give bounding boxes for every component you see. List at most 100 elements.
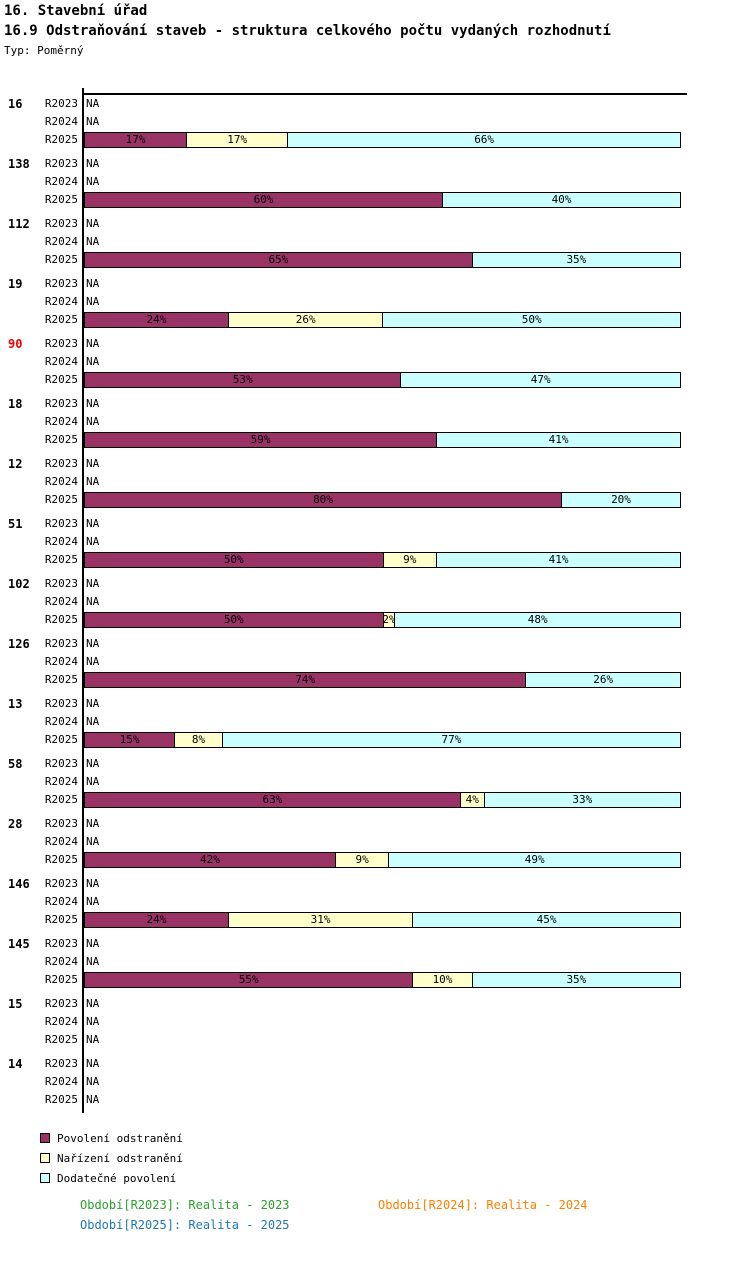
chart-row-r2024: R2024 NA [0, 773, 750, 791]
na-value: NA [86, 517, 100, 530]
chart-row-r2023: R2023 NA [0, 455, 750, 473]
bar-segment-value: 55% [238, 973, 259, 986]
bar-segment-value: 74% [295, 673, 316, 686]
bar-segment-narizeni-odstraneni: 9% [334, 853, 389, 867]
bar-segment-value: 42% [200, 853, 220, 866]
period-label: R2024 [44, 895, 78, 908]
bar-segment-value: 15% [119, 733, 140, 746]
bar-segment-dodatecne-povoleni: 26% [525, 673, 680, 687]
stacked-bar: 60% 40% [84, 192, 681, 208]
bar-segment-dodatecne-povoleni: 77% [221, 733, 680, 747]
period-label: R2025 [44, 913, 78, 926]
bar-segment-povoleni-odstraneni: 15% [85, 733, 175, 747]
na-value: NA [86, 757, 100, 770]
na-value: NA [86, 217, 100, 230]
na-value: NA [86, 775, 100, 788]
bar-segment-value: 35% [566, 973, 587, 986]
bar-segment-value: 9% [403, 553, 417, 566]
bar-segment-value: 24% [146, 913, 167, 926]
bar-group-12: 12 R2023 NA R2024 NA R2025 80% 20% [0, 455, 750, 509]
chart-row-r2025: R2025 50% 2% 48% [0, 611, 750, 629]
chart-row-r2025: R2025 17% 17% 66% [0, 131, 750, 149]
period-label: R2024 [44, 415, 78, 428]
chart: 16 R2023 NA R2024 NA R2025 17% 17% 66% 138 R2023 NA… [0, 88, 750, 1118]
bar-segment-povoleni-odstraneni: 42% [85, 853, 335, 867]
bar-segment-value: 8% [191, 733, 206, 746]
chart-row-r2025: R2025 42% 9% 49% [0, 851, 750, 869]
group-label: 28 [8, 817, 23, 831]
chart-row-r2024: R2024 NA [0, 293, 750, 311]
chart-row-r2023: R2023 NA [0, 515, 750, 533]
bar-segment-povoleni-odstraneni: 80% [85, 493, 561, 507]
chart-row-r2024: R2024 NA [0, 173, 750, 191]
na-value: NA [86, 415, 100, 428]
chart-row-r2023: R2023 NA [0, 395, 750, 413]
chart-row-r2023: R2023 NA [0, 335, 750, 353]
bar-segment-value: 77% [441, 733, 462, 746]
period-label: R2023 [44, 817, 78, 830]
period-label: R2023 [44, 457, 78, 470]
stacked-bar: 65% 35% [84, 252, 681, 268]
na-value: NA [86, 835, 100, 848]
period-label: R2024 [44, 475, 78, 488]
chart-row-r2023: R2023 NA [0, 935, 750, 953]
stacked-bar: 74% 26% [84, 672, 681, 688]
period-label: R2024 [44, 235, 78, 248]
na-value: NA [86, 1015, 100, 1028]
period-label: R2025 [44, 493, 78, 506]
page-title: 16. Stavební úřad [4, 3, 148, 19]
chart-row-r2025: R2025 24% 26% 50% [0, 311, 750, 329]
bar-segment-value: 40% [551, 193, 572, 206]
bar-segment-narizeni-odstraneni: 10% [412, 973, 472, 987]
period-label: R2025 [44, 433, 78, 446]
chart-row-r2023: R2023 NA [0, 95, 750, 113]
chart-row-r2024: R2024 NA [0, 413, 750, 431]
chart-row-r2025: R2025 NA [0, 1031, 750, 1049]
group-label: 145 [8, 937, 30, 951]
bar-segment-value: 48% [527, 613, 548, 626]
footer-period-note-1: Období[R2024]: Realita - 2024 [378, 1198, 588, 1212]
bar-segment-povoleni-odstraneni: 24% [85, 313, 228, 327]
stacked-bar: 59% 41% [84, 432, 681, 448]
na-value: NA [86, 115, 100, 128]
bar-segment-value: 26% [593, 673, 614, 686]
chart-row-r2023: R2023 NA [0, 155, 750, 173]
na-value: NA [86, 397, 100, 410]
bar-segment-povoleni-odstraneni: 53% [85, 373, 401, 387]
x-axis-line [82, 93, 687, 95]
na-value: NA [86, 157, 100, 170]
group-label: 13 [8, 697, 23, 711]
chart-row-r2025: R2025 24% 31% 45% [0, 911, 750, 929]
bar-segment-value: 17% [227, 133, 248, 146]
na-value: NA [86, 1093, 100, 1106]
period-label: R2024 [44, 955, 78, 968]
na-value: NA [86, 715, 100, 728]
chart-row-r2024: R2024 NA [0, 233, 750, 251]
period-label: R2023 [44, 517, 78, 530]
legend-swatch-povoleni-odstraneni [40, 1133, 50, 1143]
period-label: R2024 [44, 355, 78, 368]
period-label: R2023 [44, 277, 78, 290]
period-label: R2023 [44, 637, 78, 650]
footer-period-note-0: Období[R2023]: Realita - 2023 [80, 1198, 290, 1212]
group-label: 58 [8, 757, 23, 771]
bar-segment-dodatecne-povoleni: 47% [400, 373, 680, 387]
chart-row-r2023: R2023 NA [0, 995, 750, 1013]
period-label: R2025 [44, 733, 78, 746]
bar-segment-value: 65% [268, 253, 289, 266]
period-label: R2024 [44, 295, 78, 308]
na-value: NA [86, 235, 100, 248]
bar-segment-dodatecne-povoleni: 41% [436, 553, 680, 567]
period-label: R2024 [44, 835, 78, 848]
bar-segment-povoleni-odstraneni: 50% [85, 613, 383, 627]
bar-segment-value: 17% [125, 133, 146, 146]
group-label: 51 [8, 517, 23, 531]
bar-segment-narizeni-odstraneni: 9% [382, 553, 437, 567]
stacked-bar: 24% 26% 50% [84, 312, 681, 328]
period-label: R2025 [44, 373, 78, 386]
na-value: NA [86, 877, 100, 890]
bar-segment-dodatecne-povoleni: 40% [442, 193, 680, 207]
bar-segment-povoleni-odstraneni: 74% [85, 673, 526, 687]
period-label: R2024 [44, 655, 78, 668]
